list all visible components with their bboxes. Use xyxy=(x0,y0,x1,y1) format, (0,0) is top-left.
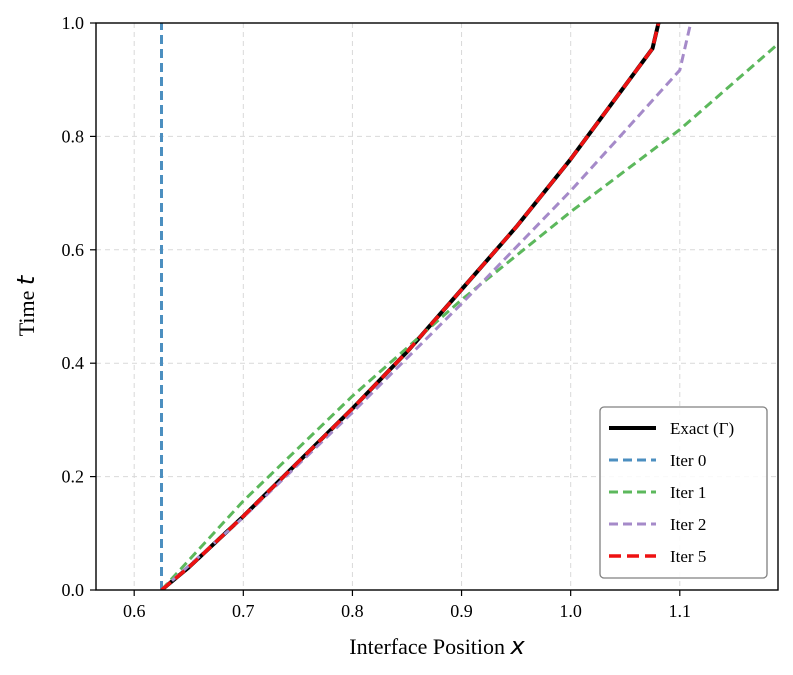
x-tick-label: 1.1 xyxy=(669,601,692,621)
y-tick-label: 0.6 xyxy=(62,240,85,260)
y-tick-label: 0.8 xyxy=(62,126,85,146)
legend-label: Iter 1 xyxy=(670,483,706,502)
x-tick-label: 0.9 xyxy=(450,601,473,621)
x-tick-label: 0.7 xyxy=(232,601,255,621)
series-iter-1 xyxy=(160,42,778,590)
axis-ticks: 0.6 0.7 0.8 0.9 1.0 1.1 0.0 0.2 0.4 0.6 0.8 1.0 xyxy=(62,13,692,621)
plot-frame xyxy=(95,22,779,591)
x-tick-label: 0.6 xyxy=(123,601,146,621)
legend-label: Exact (Γ) xyxy=(670,419,734,438)
x-axis-label: Interface Position x xyxy=(349,632,525,660)
legend-label: Iter 2 xyxy=(670,515,706,534)
series-iter-5 xyxy=(160,23,661,590)
legend-label: Iter 0 xyxy=(670,451,706,470)
y-tick-label: 0.4 xyxy=(62,353,85,373)
y-axis-label: Time t xyxy=(12,274,40,336)
y-tick-label: 0.0 xyxy=(62,580,85,600)
y-tick-label: 1.0 xyxy=(62,13,85,33)
series-group xyxy=(160,23,778,590)
x-tick-label: 0.8 xyxy=(341,601,364,621)
y-tick-label: 0.2 xyxy=(62,467,85,487)
legend-label: Iter 5 xyxy=(670,547,706,566)
x-tick-label: 1.0 xyxy=(559,601,582,621)
legend: Exact (Γ) Iter 0 Iter 1 Iter 2 Iter 5 xyxy=(599,406,768,579)
legend-box xyxy=(599,406,768,579)
